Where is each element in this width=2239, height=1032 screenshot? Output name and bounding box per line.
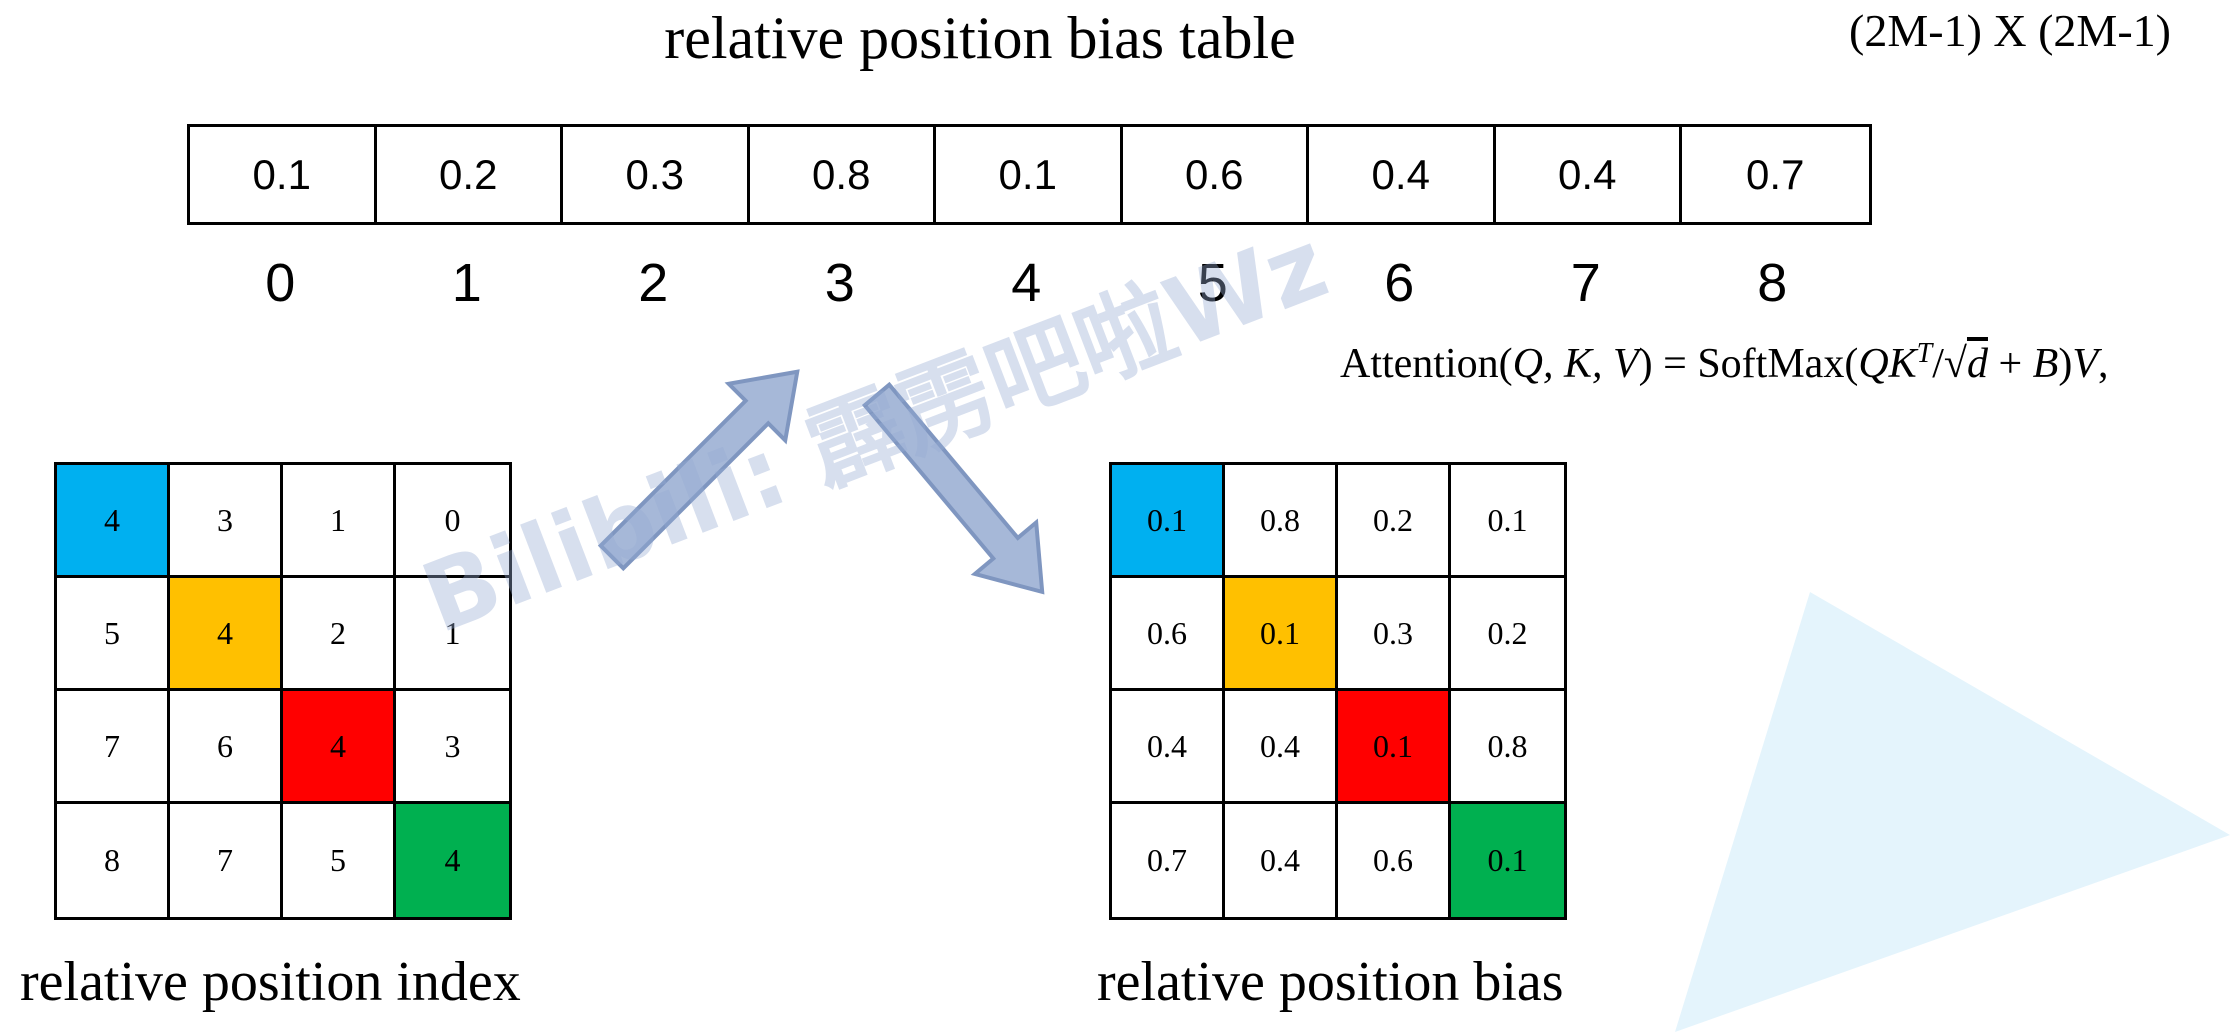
index-grid-cell: 6 (170, 691, 283, 804)
bias-grid-cell: 0.8 (1451, 691, 1564, 804)
index-grid-cell: 3 (170, 465, 283, 578)
table-index-label: 6 (1384, 253, 1415, 313)
formula-eq: ) = SoftMax( (1638, 341, 1859, 387)
table-index-label: 4 (1011, 253, 1042, 313)
formula-div: /√ (1932, 341, 1967, 387)
formula-transpose: T (1916, 338, 1933, 369)
bias-table-cell: 0.6 (1123, 127, 1309, 222)
index-grid-cell: 7 (57, 691, 170, 804)
formula-args: Q, K, V (1512, 341, 1639, 387)
bias-table: 0.1 0.2 0.3 0.8 0.1 0.6 0.4 0.4 0.7 (187, 124, 1872, 225)
bias-grid-cell: 0.6 (1338, 804, 1451, 917)
bias-table-indices: 0 1 2 3 4 5 6 7 8 (187, 252, 1866, 314)
table-index-label: 5 (1197, 253, 1228, 313)
table-index-label: 7 (1570, 253, 1601, 313)
index-grid-cell: 4 (170, 578, 283, 691)
bias-grid-cell: 0.7 (1112, 804, 1225, 917)
index-grid-caption: relative position index (20, 951, 521, 1013)
down-arrow (861, 381, 1045, 595)
index-grid-cell: 5 (57, 578, 170, 691)
table-index-label: 1 (451, 253, 482, 313)
bias-grid-cell: 0.4 (1225, 691, 1338, 804)
formula-lhs: Attention( (1340, 341, 1513, 387)
bias-table-cell: 0.7 (1746, 150, 1805, 198)
up-arrow (597, 369, 800, 572)
background-triangle (1675, 592, 2230, 1032)
formula-b: B (2032, 341, 2059, 387)
index-grid-cell: 0 (396, 465, 509, 578)
bias-grid-cell: 0.3 (1338, 578, 1451, 691)
bias-table-cell: 0.1 (190, 127, 377, 222)
formula-v: V (2072, 341, 2098, 387)
bias-grid-caption: relative position bias (1097, 951, 1564, 1013)
formula-d: d (1966, 341, 1988, 387)
table-index-label: 2 (638, 253, 669, 313)
bias-table-cell: 0.2 (377, 127, 563, 222)
bias-grid-cell: 0.6 (1112, 578, 1225, 691)
formula-qk: QK (1858, 341, 1917, 387)
attention-formula: Attention(Q, K, V) = SoftMax(QKT/√d + B)… (1340, 338, 2108, 388)
bias-grid-cell: 0.1 (1451, 465, 1564, 578)
bias-table-cell: 0.1 (936, 127, 1123, 222)
formula-tail: ) (2058, 341, 2073, 387)
bias-grid-cell: 0.1 (1112, 465, 1225, 578)
index-grid-cell: 1 (283, 465, 396, 578)
bias-table-cell: 0.4 (1496, 127, 1682, 222)
index-grid-cell: 5 (283, 804, 396, 917)
index-grid-cell: 8 (57, 804, 170, 917)
index-grid-cell: 7 (170, 804, 283, 917)
bias-grid-cell: 0.1 (1225, 578, 1338, 691)
index-grid-cell: 1 (396, 578, 509, 691)
index-grid-cell: 2 (283, 578, 396, 691)
bias-grid-cell: 0.4 (1225, 804, 1338, 917)
bias-table-cell: 0.4 (1309, 127, 1496, 222)
table-index-label: 8 (1757, 253, 1788, 313)
formula-comma: , (2097, 341, 2109, 387)
bias-grid-cell: 0.4 (1112, 691, 1225, 804)
bias-grid-cell: 0.2 (1338, 465, 1451, 578)
table-title: relative position bias table (664, 5, 1296, 71)
bias-table-cell: 0.8 (750, 127, 936, 222)
relative-position-bias-grid: 0.1 0.8 0.2 0.1 0.6 0.1 0.3 0.2 0.4 0.4 0.1 0.8 0.7 0… (1109, 462, 1567, 920)
bias-grid-cell: 0.8 (1225, 465, 1338, 578)
table-dimensions: (2M-1) X (2M-1) (1849, 5, 2171, 56)
bias-table-cell: 0.3 (563, 127, 750, 222)
index-grid-cell: 4 (57, 465, 170, 578)
index-grid-cell: 3 (396, 691, 509, 804)
index-grid-cell: 4 (283, 691, 396, 804)
bias-grid-cell: 0.1 (1451, 804, 1564, 917)
bias-grid-cell: 0.1 (1338, 691, 1451, 804)
formula-plus: + (1987, 341, 2033, 387)
bias-grid-cell: 0.2 (1451, 578, 1564, 691)
index-grid-cell: 4 (396, 804, 509, 917)
table-index-label: 0 (265, 253, 296, 313)
table-index-label: 3 (824, 253, 855, 313)
